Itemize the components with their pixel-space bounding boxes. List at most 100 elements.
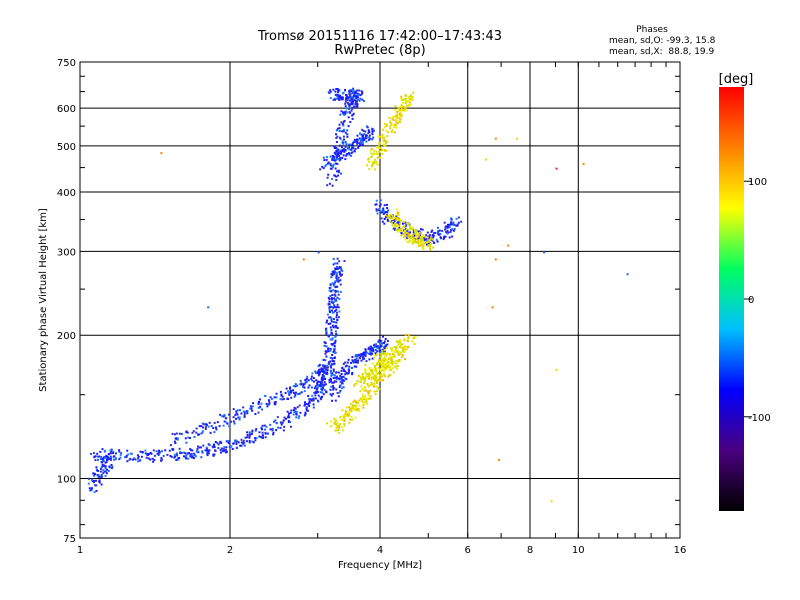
data-point bbox=[350, 410, 353, 412]
data-point bbox=[223, 414, 226, 417]
data-point bbox=[439, 236, 442, 239]
data-point bbox=[330, 167, 333, 170]
data-point bbox=[307, 379, 310, 382]
data-point bbox=[403, 339, 406, 342]
data-point bbox=[352, 400, 355, 403]
data-point bbox=[316, 370, 319, 373]
data-point bbox=[335, 88, 338, 90]
data-point bbox=[349, 418, 352, 421]
data-point bbox=[343, 114, 346, 116]
data-point bbox=[330, 301, 333, 304]
data-point bbox=[175, 432, 178, 435]
data-point bbox=[219, 451, 222, 454]
data-point bbox=[338, 144, 341, 147]
phase-stats-x: mean, sd,X: 88.8, 19.9 bbox=[609, 47, 715, 57]
data-point bbox=[339, 113, 342, 116]
data-point bbox=[383, 210, 385, 213]
data-point bbox=[396, 365, 399, 367]
data-point bbox=[394, 228, 396, 231]
data-point bbox=[407, 236, 410, 239]
data-point bbox=[376, 382, 378, 385]
data-point bbox=[322, 156, 325, 159]
data-point bbox=[300, 382, 303, 385]
data-point bbox=[402, 101, 405, 104]
chart-title: Tromsø 20151116 17:42:00–17:43:43 bbox=[257, 29, 502, 44]
data-point bbox=[300, 391, 303, 394]
data-point bbox=[290, 391, 293, 394]
data-point bbox=[377, 153, 380, 156]
data-point bbox=[402, 222, 404, 225]
data-point bbox=[338, 426, 340, 429]
data-point bbox=[397, 225, 400, 228]
data-point bbox=[380, 345, 383, 348]
data-point bbox=[97, 469, 100, 472]
data-point bbox=[147, 457, 150, 460]
data-point bbox=[425, 243, 428, 246]
data-point bbox=[185, 457, 188, 460]
data-point bbox=[344, 98, 347, 101]
data-point bbox=[379, 135, 382, 138]
data-point bbox=[269, 423, 272, 426]
data-point bbox=[349, 103, 352, 106]
data-point bbox=[361, 144, 364, 146]
data-point bbox=[323, 372, 326, 375]
data-point bbox=[337, 316, 340, 319]
x-tick-label: 2 bbox=[227, 545, 233, 556]
data-point bbox=[336, 273, 338, 276]
data-point bbox=[403, 338, 406, 341]
data-point bbox=[329, 90, 332, 93]
data-point bbox=[206, 451, 209, 454]
data-point bbox=[351, 356, 354, 358]
data-point bbox=[385, 354, 388, 357]
data-point bbox=[370, 346, 373, 349]
data-point bbox=[91, 479, 93, 481]
data-point bbox=[421, 228, 424, 231]
data-point bbox=[114, 452, 117, 455]
data-point bbox=[393, 353, 395, 356]
data-point bbox=[428, 234, 431, 237]
data-point bbox=[342, 379, 345, 382]
data-point bbox=[390, 355, 393, 358]
data-point bbox=[394, 227, 397, 230]
data-point bbox=[374, 158, 377, 161]
data-point bbox=[311, 372, 314, 375]
data-point bbox=[279, 421, 282, 424]
data-point bbox=[362, 137, 364, 140]
data-point bbox=[335, 272, 338, 275]
data-point bbox=[394, 223, 397, 226]
data-point bbox=[273, 403, 276, 406]
data-point bbox=[555, 368, 558, 371]
data-point bbox=[399, 118, 402, 121]
data-point bbox=[333, 376, 336, 379]
data-point bbox=[379, 353, 382, 356]
data-point bbox=[334, 380, 337, 383]
data-point bbox=[333, 155, 336, 158]
data-point bbox=[326, 184, 329, 187]
data-point bbox=[239, 409, 241, 412]
data-point bbox=[330, 425, 333, 428]
data-point bbox=[425, 234, 427, 237]
data-point bbox=[360, 133, 363, 136]
data-point bbox=[373, 356, 375, 359]
data-point bbox=[302, 383, 305, 386]
data-point bbox=[334, 97, 336, 100]
data-point bbox=[331, 282, 334, 285]
data-point bbox=[403, 350, 406, 353]
data-point bbox=[408, 225, 411, 228]
data-point bbox=[382, 213, 385, 215]
data-point bbox=[415, 241, 418, 244]
data-point bbox=[356, 92, 359, 95]
series-scattered bbox=[160, 137, 629, 503]
data-point bbox=[207, 452, 210, 455]
data-point bbox=[185, 430, 188, 433]
data-point bbox=[378, 348, 381, 351]
y-tick-label: 200 bbox=[57, 331, 76, 342]
data-point bbox=[397, 213, 400, 216]
data-point bbox=[321, 391, 324, 394]
data-point bbox=[332, 306, 335, 309]
data-point bbox=[381, 137, 384, 140]
data-point bbox=[377, 209, 380, 212]
data-point bbox=[372, 136, 375, 139]
data-point bbox=[296, 384, 299, 387]
data-point bbox=[336, 424, 339, 427]
